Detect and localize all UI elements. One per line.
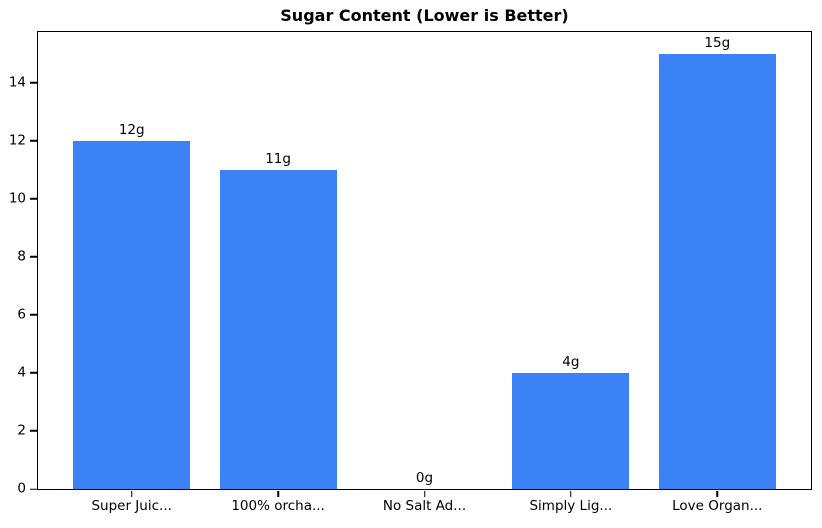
y-tick-label: 4 <box>17 364 26 381</box>
y-tick-label: 8 <box>17 248 26 265</box>
chart-title: Sugar Content (Lower is Better) <box>280 6 569 25</box>
bar <box>512 372 630 489</box>
y-tick-mark <box>30 82 37 84</box>
bar <box>219 169 337 489</box>
y-tick-mark <box>30 256 37 258</box>
x-tick-label: Super Juic... <box>91 498 172 514</box>
x-tick-label: Simply Lig... <box>529 498 613 514</box>
x-tick-label: Love Organ... <box>672 498 763 514</box>
y-tick-mark <box>30 314 37 316</box>
y-tick-label: 12 <box>8 132 26 149</box>
bar-value-label: 15g <box>704 34 731 51</box>
bar <box>658 53 776 489</box>
y-tick-label: 6 <box>17 306 26 323</box>
bar <box>73 140 191 489</box>
y-tick-mark <box>30 430 37 432</box>
bar-value-label: 12g <box>118 121 145 138</box>
x-tick-label: No Salt Ad... <box>382 498 467 514</box>
x-tick-mark <box>570 490 572 497</box>
bar-value-label: 11g <box>265 150 291 167</box>
y-tick-label: 14 <box>8 74 26 91</box>
x-tick-label: 100% orcha... <box>231 498 325 514</box>
y-tick-mark <box>30 140 37 142</box>
y-tick-mark <box>30 372 37 374</box>
y-tick-label: 10 <box>8 190 26 207</box>
bar-value-label: 0g <box>415 470 434 486</box>
y-tick-label: 2 <box>17 422 26 439</box>
x-tick-mark <box>277 490 279 497</box>
plot-area: 0 2 4 6 8 10 12 14 12g Super Juic... 11g 100% orcha… <box>9 31 812 514</box>
x-tick-mark <box>716 490 719 497</box>
x-tick-mark <box>423 490 426 497</box>
bar-value-label: 4g <box>562 353 580 370</box>
x-tick-mark <box>130 490 133 497</box>
y-tick-mark <box>30 488 37 490</box>
y-tick-label: 0 <box>17 480 26 497</box>
y-tick-mark <box>30 198 37 200</box>
